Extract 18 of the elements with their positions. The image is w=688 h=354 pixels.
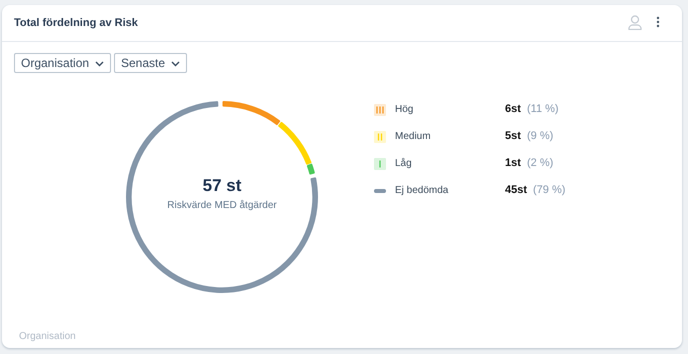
legend-label: Hög (395, 104, 414, 115)
chart-title: Total fördelning av Risk (14, 17, 138, 29)
text: (2 %) (527, 157, 554, 169)
text: Riskvärde MED åtgärder (166, 200, 278, 211)
text: Organisation (19, 331, 76, 342)
legend-label: Ej bedömda (395, 185, 448, 196)
text: Senaste (121, 56, 166, 70)
data-label: 45st (505, 184, 528, 196)
text: Organisation (21, 56, 90, 70)
data-label: 1st (505, 157, 521, 169)
text: (79 %) (533, 184, 566, 196)
legend-label: Låg (395, 158, 412, 169)
text: (11 %) (527, 103, 559, 115)
data-label: 6st (505, 103, 521, 115)
legend-label: Medium (395, 131, 431, 142)
text: (9 %) (527, 130, 554, 142)
text: 57 st (202, 176, 242, 196)
data-label: 5st (505, 130, 521, 142)
